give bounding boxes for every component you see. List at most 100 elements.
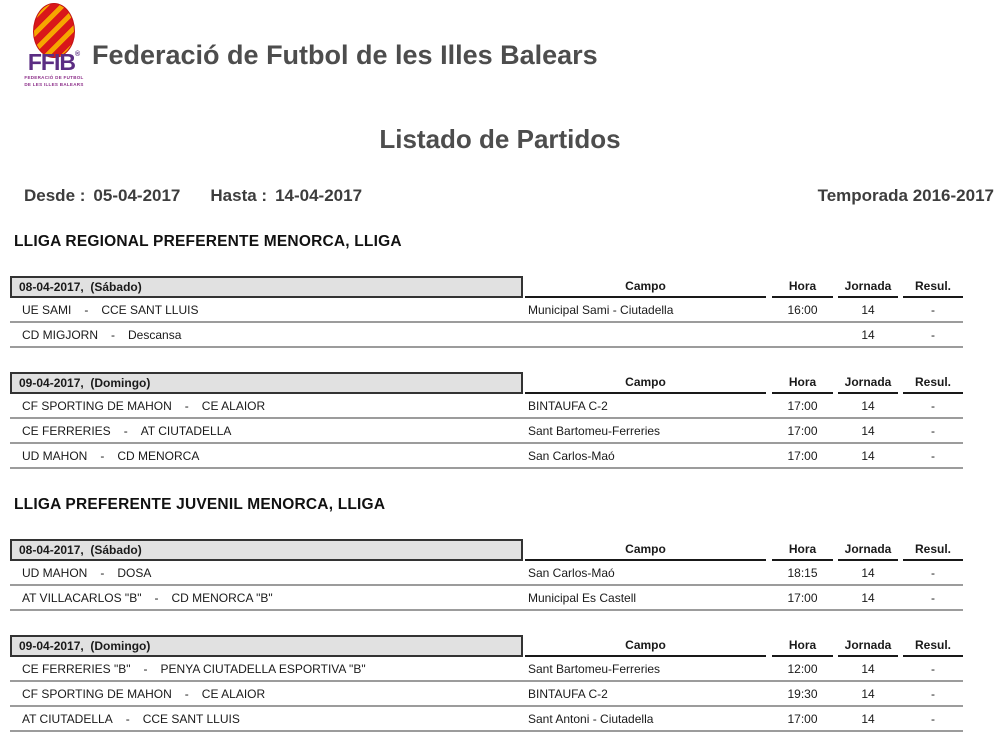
resul-value: - <box>931 711 935 726</box>
column-header-hora: Hora <box>772 638 833 657</box>
match-row: CF SPORTING DE MAHON - CE ALAIOR BINTAUFA … <box>10 682 963 707</box>
match-teams: UE SAMI - CCE SANT LLUIS <box>10 303 523 317</box>
hasta-label: Hasta : <box>210 186 268 205</box>
table-header-row: 09-04-2017, (Domingo) Campo Hora Jornada… <box>10 372 963 394</box>
page-title: Listado de Partidos <box>379 124 621 154</box>
hora-value: 17:00 <box>787 398 818 413</box>
resul-value: - <box>931 302 935 317</box>
column-header-resul: Resul. <box>903 279 963 298</box>
jornada-value: 14 <box>861 327 875 342</box>
match-row: UD MAHON - DOSA San Carlos-Maó 18:15 14 - <box>10 561 963 586</box>
home-team: CE FERRERIES <box>22 423 111 438</box>
league-section: LLIGA REGIONAL PREFERENTE MENORCA, LLIGA… <box>0 233 1000 469</box>
column-header-jornada: Jornada <box>838 279 898 298</box>
match-teams: CF SPORTING DE MAHON - CE ALAIOR <box>10 399 523 413</box>
table-rows: CE FERRERIES "B" - PENYA CIUTADELLA ESPORT… <box>10 657 963 732</box>
campo-value: Sant Bartomeu-Ferreries <box>528 661 661 676</box>
home-team: CD MIGJORN <box>22 327 98 342</box>
vs-dash: - <box>125 711 130 726</box>
league-section: LLIGA PREFERENTE JUVENIL MENORCA, LLIGA … <box>0 496 1000 732</box>
table-header-row: 09-04-2017, (Domingo) Campo Hora Jornada… <box>10 635 963 657</box>
match-row: UE SAMI - CCE SANT LLUIS Municipal Sami - … <box>10 298 963 323</box>
match-row: AT CIUTADELLA - CCE SANT LLUIS Sant Antoni… <box>10 707 963 732</box>
column-header-jornada: Jornada <box>838 375 898 394</box>
header: FFIB® FEDERACIÓ DE FUTBOL DE LES ILLES B… <box>0 0 1000 108</box>
hasta-value: 14-04-2017 <box>275 186 363 205</box>
resul-value: - <box>931 448 935 463</box>
home-team: AT VILLACARLOS "B" <box>22 590 142 605</box>
vs-dash: - <box>84 302 89 317</box>
jornada-value: 14 <box>861 423 875 438</box>
date-header: 08-04-2017, (Sábado) <box>10 539 523 561</box>
match-table: 09-04-2017, (Domingo) Campo Hora Jornada… <box>10 372 963 469</box>
column-header-jornada: Jornada <box>838 542 898 561</box>
home-team: AT CIUTADELLA <box>22 711 113 726</box>
column-header-jornada: Jornada <box>838 638 898 657</box>
vs-dash: - <box>123 423 128 438</box>
away-team: Descansa <box>128 327 182 342</box>
jornada-value: 14 <box>861 590 875 605</box>
match-row: CE FERRERIES "B" - PENYA CIUTADELLA ESPORT… <box>10 657 963 682</box>
away-team: AT CIUTADELLA <box>140 423 232 438</box>
table-header-row: 08-04-2017, (Sábado) Campo Hora Jornada … <box>10 276 963 298</box>
campo-value: San Carlos-Maó <box>528 448 615 463</box>
column-header-hora: Hora <box>772 542 833 561</box>
column-header-resul: Resul. <box>903 542 963 561</box>
resul-value: - <box>931 590 935 605</box>
ffib-logo: FFIB® FEDERACIÓ DE FUTBOL DE LES ILLES B… <box>18 3 90 89</box>
league-title: LLIGA PREFERENTE JUVENIL MENORCA, LLIGA <box>14 496 386 513</box>
resul-value: - <box>931 661 935 676</box>
table-rows: UE SAMI - CCE SANT LLUIS Municipal Sami - … <box>10 298 963 348</box>
hora-value: 16:00 <box>787 302 818 317</box>
date-header: 09-04-2017, (Domingo) <box>10 635 523 657</box>
hora-value: 17:00 <box>787 711 818 726</box>
logo-subtitle-line1: FEDERACIÓ DE FUTBOL <box>24 75 84 80</box>
away-team: PENYA CIUTADELLA ESPORTIVA "B" <box>160 661 366 676</box>
away-team: CCE SANT LLUIS <box>101 302 199 317</box>
league-tables: 08-04-2017, (Sábado) Campo Hora Jornada … <box>0 539 1000 732</box>
campo-value: Sant Antoni - Ciutadella <box>528 711 654 726</box>
match-teams: CE FERRERIES "B" - PENYA CIUTADELLA ESPORT… <box>10 662 523 676</box>
vs-dash: - <box>111 327 115 342</box>
away-team: CD MENORCA <box>117 448 200 463</box>
match-table: 09-04-2017, (Domingo) Campo Hora Jornada… <box>10 635 963 732</box>
date-header: 08-04-2017, (Sábado) <box>10 276 523 298</box>
vs-dash: - <box>184 686 189 701</box>
match-row: CD MIGJORN - Descansa 14 - <box>10 323 963 348</box>
campo-value: Municipal Es Castell <box>528 590 637 605</box>
hora-value: 12:00 <box>787 661 818 676</box>
home-team: CE FERRERIES "B" <box>22 661 131 676</box>
match-table: 08-04-2017, (Sábado) Campo Hora Jornada … <box>10 539 963 611</box>
home-team: CF SPORTING DE MAHON <box>22 686 172 701</box>
column-header-campo: Campo <box>525 542 766 561</box>
season-label: Temporada 2016-2017 <box>817 186 994 205</box>
away-team: CCE SANT LLUIS <box>142 711 240 726</box>
hora-value: 19:30 <box>787 686 818 701</box>
organization-title: Federació de Futbol de les Illes Balears <box>92 40 598 70</box>
resul-value: - <box>931 423 935 438</box>
campo-value: Sant Bartomeu-Ferreries <box>528 423 661 438</box>
match-teams: UD MAHON - DOSA <box>10 566 523 580</box>
away-team: CE ALAIOR <box>201 398 266 413</box>
logo-subtitle: FEDERACIÓ DE FUTBOL DE LES ILLES BALEARS <box>18 75 90 89</box>
sections: LLIGA REGIONAL PREFERENTE MENORCA, LLIGA… <box>0 233 1000 732</box>
resul-value: - <box>931 327 935 342</box>
match-row: CE FERRERIES - AT CIUTADELLA Sant Bartomeu… <box>10 419 963 444</box>
logo-subtitle-line2: DE LES ILLES BALEARS <box>24 81 84 87</box>
vs-dash: - <box>184 398 189 413</box>
match-table: 08-04-2017, (Sábado) Campo Hora Jornada … <box>10 276 963 348</box>
table-header-row: 08-04-2017, (Sábado) Campo Hora Jornada … <box>10 539 963 561</box>
jornada-value: 14 <box>861 448 875 463</box>
column-header-campo: Campo <box>525 638 766 657</box>
campo-value: BINTAUFA C-2 <box>528 686 608 701</box>
vs-dash: - <box>100 565 105 580</box>
home-team: UD MAHON <box>22 448 88 463</box>
campo-value: San Carlos-Maó <box>528 565 615 580</box>
resul-value: - <box>931 686 935 701</box>
hora-value: 18:15 <box>787 565 818 580</box>
column-header-resul: Resul. <box>903 638 963 657</box>
away-team: DOSA <box>117 565 152 580</box>
campo-value: BINTAUFA C-2 <box>528 398 608 413</box>
jornada-value: 14 <box>861 686 875 701</box>
